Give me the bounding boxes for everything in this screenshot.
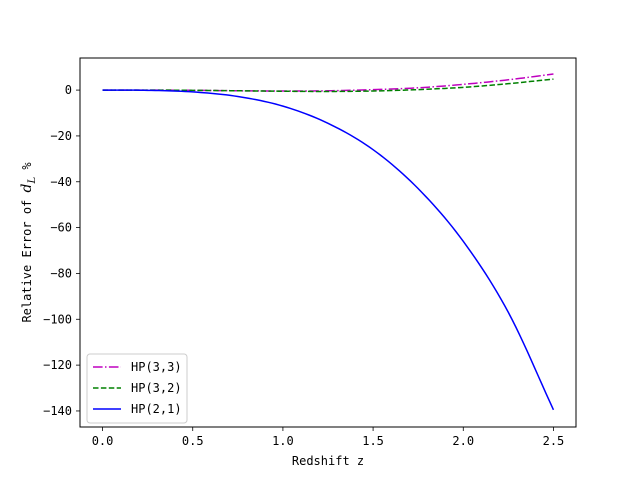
- y-axis-label-prefix: Relative Error of: [20, 193, 34, 323]
- legend-box: [86, 353, 188, 424]
- x-tick-label: 0.0: [92, 434, 114, 448]
- axis-ticks: 0.0 0.5 1.0 1.5 2.0 2.5 0 −20 −40 −60 −80 −100 −120 −…: [43, 83, 564, 448]
- x-tick-label: 1.5: [362, 434, 384, 448]
- y-tick-label: −60: [50, 221, 72, 235]
- y-tick-label: −140: [43, 404, 72, 418]
- legend: HP(3,3) HP(3,2) HP(2,1): [86, 353, 188, 424]
- y-tick-label: −80: [50, 266, 72, 280]
- y-tick-label: −120: [43, 358, 72, 372]
- y-tick-label: −100: [43, 312, 72, 326]
- y-tick-label: 0: [65, 83, 72, 97]
- legend-label: HP(3,2): [131, 381, 182, 395]
- y-tick-label: −20: [50, 129, 72, 143]
- y-axis-label-math-base: d: [19, 184, 35, 193]
- plot-area: [102, 73, 555, 411]
- y-axis-label: Relative Error of dL %: [19, 162, 38, 323]
- y-axis-label-suffix: %: [20, 162, 34, 177]
- x-tick-label: 0.5: [182, 434, 204, 448]
- series-line-1: [102, 78, 554, 93]
- x-tick-label: 1.0: [272, 434, 294, 448]
- x-tick-label: 2.0: [452, 434, 474, 448]
- legend-label: HP(3,3): [131, 360, 182, 374]
- x-axis-label: Redshift z: [292, 454, 364, 468]
- y-tick-label: −40: [50, 175, 72, 189]
- series-line-2: [102, 89, 555, 411]
- y-axis-label-math-sub: L: [27, 177, 38, 185]
- x-tick-label: 2.5: [543, 434, 565, 448]
- series-line-0: [102, 73, 554, 92]
- legend-label: HP(2,1): [131, 402, 182, 416]
- axes-frame: [79, 57, 577, 428]
